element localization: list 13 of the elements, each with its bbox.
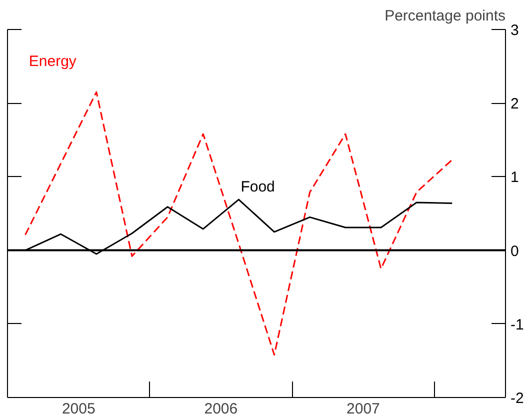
line-series: [24, 91, 453, 356]
y-tick-label: 1: [510, 169, 519, 186]
series-label: Energy: [28, 53, 77, 70]
y-tick-label: -1: [510, 316, 524, 334]
series-label: Food: [240, 178, 275, 196]
y-axis-title: Percentage points: [384, 8, 506, 24]
y-tick-label: 0: [510, 242, 519, 260]
y-tick-label: 2: [510, 96, 519, 113]
y-tick-label: -2: [510, 390, 524, 407]
x-tick-label: 2007: [346, 400, 380, 416]
x-tick-label: 2005: [62, 400, 96, 416]
y-tick-label: 3: [510, 22, 519, 39]
x-tick-label: 2006: [204, 400, 238, 416]
